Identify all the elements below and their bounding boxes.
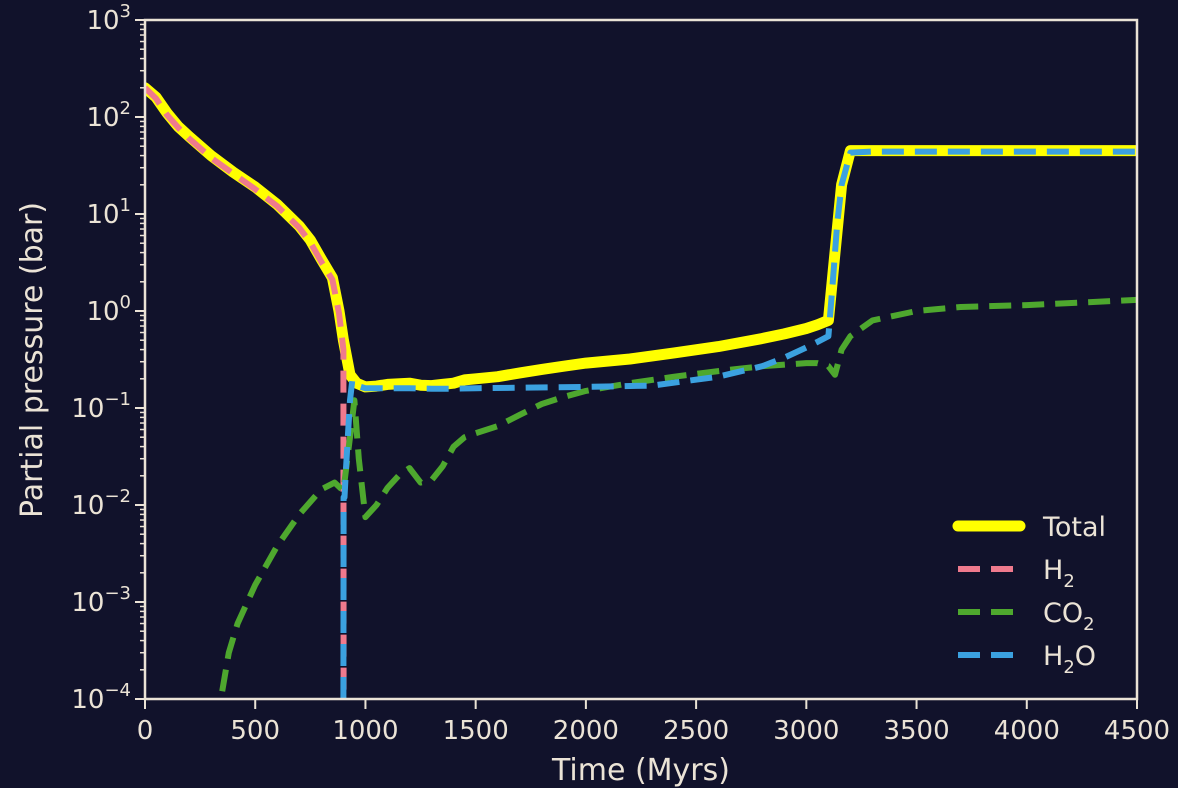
- series-line-h2o: [340, 148, 1137, 699]
- x-tick-label: 1000: [332, 716, 398, 746]
- series-layer: [145, 82, 1137, 699]
- x-tick-label: 4000: [994, 716, 1060, 746]
- x-tick-label: 3000: [773, 716, 839, 746]
- x-tick-label: 3500: [883, 716, 949, 746]
- x-tick-label: 4500: [1104, 716, 1170, 746]
- series-line-h2: [145, 85, 347, 699]
- y-axis-title: Partial pressure (bar): [15, 202, 50, 518]
- legend-label-total: Total: [1042, 512, 1106, 543]
- x-tick-label: 2500: [663, 716, 729, 746]
- x-tick-label: 500: [230, 716, 280, 746]
- x-tick-label: 2000: [553, 716, 619, 746]
- plot-frame: [143, 18, 1139, 701]
- series-line-co2: [219, 296, 1137, 692]
- x-tick-label: 1500: [443, 716, 509, 746]
- x-tick-label: 0: [137, 716, 154, 746]
- x-axis-title: Time (Myrs): [551, 753, 730, 788]
